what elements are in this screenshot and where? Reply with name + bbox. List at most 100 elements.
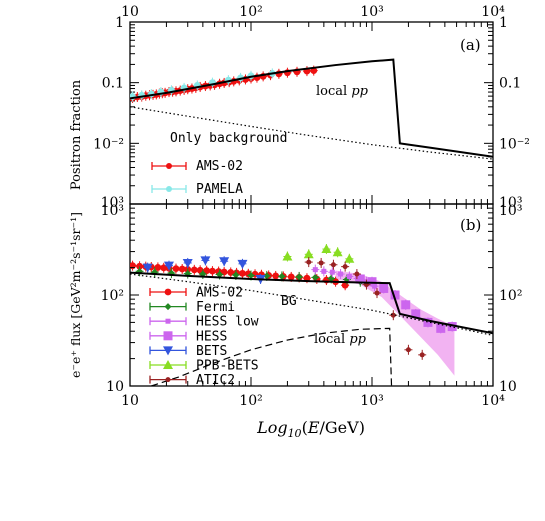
x-axis-label: Log10(E/GeV) [256,418,365,440]
x-tick-label: 10³ [360,393,383,409]
data-point-bets [142,262,153,273]
y-tick-label-right: 10 [499,379,517,395]
legend-label-ppb-bets: PPB-BETS [196,359,259,374]
data-point-ppb-bets [282,251,293,262]
data-point-atic2 [418,349,427,360]
y-tick-label: 10³ [101,203,124,219]
data-point-hess [436,323,446,334]
data-point-ams-02 [287,271,296,282]
legend-label-fermi: Fermi [196,300,235,315]
legend-marker-pamela [166,186,172,192]
legend-a: AMS-02 PAMELA [151,159,243,197]
legend-item-ams02-a: AMS-02 [151,159,243,174]
legend-label-hess-low: HESS low [196,315,259,330]
data-point-ams-02 [293,66,302,77]
legend-marker-fermi [164,303,172,311]
legend-marker-ppb-bets [163,360,173,369]
legend-item-bets: BETS [149,344,227,359]
annotation-only-background: Only background [170,131,287,146]
x-tick-label: 10 [121,393,139,409]
data-point-atic2 [329,259,338,270]
legend-marker-hess [163,331,173,341]
panel-a-marks [130,58,493,160]
data-point-bets [163,260,174,271]
annotation-local-pp-b: local pp [314,332,367,347]
data-point-bets [182,257,193,268]
data-point-ams-02 [283,67,292,78]
line-local-pp-background [130,58,493,158]
data-point-atic2 [317,257,326,268]
data-point-bets [200,255,211,266]
y-tick-label-right: 1 [499,15,508,31]
legend-marker-bets [163,346,173,356]
data-point-ppb-bets [321,244,332,255]
data-point-atic2 [352,269,361,280]
legend-item-hess: HESS [149,329,227,344]
y-tick-label: 10 [106,379,124,395]
legend-marker-ams02-a [166,163,172,169]
data-point-ams-02 [252,72,261,83]
panel-b-frame [129,203,494,387]
line-only-background [130,106,493,160]
legend-marker-hess-low [165,318,171,324]
x-tick-label: 10² [239,393,262,409]
legend-label-ams-02: AMS-02 [196,286,243,301]
data-point-atic2 [304,257,313,268]
data-point-bets [219,256,230,267]
data-point-hess-low [311,264,320,275]
legend-item-fermi: Fermi [149,300,235,315]
data-point-atic2 [373,288,382,299]
legend-label-bets: BETS [196,344,227,359]
legend-label-hess: HESS [196,329,227,344]
legend-label-atic2: ATIC2 [196,373,235,388]
legend-label-pamela: PAMELA [196,182,243,197]
data-point-hess-low [345,271,354,282]
legend-label-ams02-a: AMS-02 [196,159,243,174]
line-local-pp [151,327,393,386]
data-point-ppb-bets [332,247,343,258]
data-point-hess [401,299,411,310]
data-point-atic2 [341,261,350,272]
legend-item-atic2: ATIC2 [149,373,235,388]
y-tick-label-right: 10³ [499,195,522,211]
x-tick-label-top: 10² [239,4,262,20]
panel-b-label: (b) [460,216,481,234]
legend-item-pamela: PAMELA [151,182,243,197]
y-tick-label: 10³ [101,195,124,211]
legend-marker-ams-02 [164,288,172,296]
legend-marker-atic2 [165,377,171,383]
data-point-atic2 [404,344,413,355]
panel-a-label: (a) [460,36,481,54]
data-point-ams-02 [322,275,331,286]
x-tick-label: 10⁴ [481,393,505,409]
data-point-hess [379,283,389,294]
data-point-hess-low [328,267,337,278]
data-point-hess-low [319,266,328,277]
y-tick-label-right: 10³ [499,203,522,219]
data-point-hess [367,276,377,287]
y-tick-label: 10⁻² [93,136,124,152]
data-point-ams-02 [259,71,268,82]
y-tick-label: 0.1 [102,76,124,92]
panel-a-ylabel: Positron fraction [69,79,84,190]
y-tick-label-right: 10⁻² [499,136,530,152]
annotation-bg: BG [281,294,297,309]
data-point-bets [237,258,248,269]
data-point-fermi [215,269,224,280]
annotation-local-pp-a: local pp [316,84,369,99]
data-point-hess-low [336,269,345,280]
x-tick-label-top: 10⁴ [481,4,505,20]
x-tick-label-top: 10³ [360,4,383,20]
y-tick-label-right: 0.1 [499,76,521,92]
line-bg [130,273,493,336]
x-tick-label-top: 10 [121,4,139,20]
y-tick-label: 10² [101,288,124,304]
panel-b-marks [130,244,493,386]
panel-a-frame [129,21,494,205]
